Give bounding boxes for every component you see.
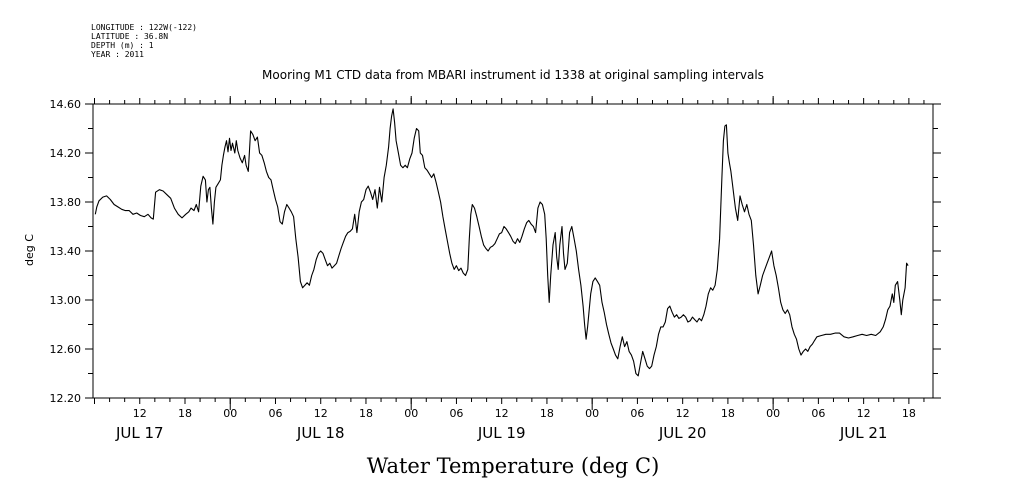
x-tick-label: 18 <box>902 407 916 420</box>
y-tick-label: 12.20 <box>50 392 82 405</box>
longitude-label: LONGITUDE : 122W(-122) <box>91 23 197 32</box>
x-tick-label: 12 <box>857 407 871 420</box>
x-tick-label: 18 <box>721 407 735 420</box>
y-tick-label: 13.80 <box>50 196 82 209</box>
x-tick-label: 12 <box>314 407 328 420</box>
x-day-label: JUL 18 <box>296 424 345 442</box>
latitude-label: LATITUDE : 36.8N <box>91 32 169 41</box>
x-tick-label: 06 <box>630 407 644 420</box>
x-tick-label: 12 <box>495 407 509 420</box>
x-tick-label: 18 <box>178 407 192 420</box>
temperature-series-line <box>94 108 909 377</box>
y-tick-label: 14.60 <box>50 98 82 111</box>
x-tick-label: 00 <box>223 407 237 420</box>
x-tick-label: 12 <box>676 407 690 420</box>
depth-label: DEPTH (m) : 1 <box>91 41 154 50</box>
x-tick-label: 18 <box>540 407 554 420</box>
x-tick-label: 06 <box>811 407 825 420</box>
x-tick-label: 12 <box>133 407 147 420</box>
y-tick-label: 12.60 <box>50 343 82 356</box>
x-day-label: JUL 21 <box>839 424 888 442</box>
y-tick-label: 13.40 <box>50 245 82 258</box>
y-axis-label: deg C <box>23 234 36 266</box>
y-tick-label: 14.20 <box>50 147 82 160</box>
bottom-label: Water Temperature (deg C) <box>366 454 660 478</box>
x-tick-label: 00 <box>404 407 418 420</box>
x-day-label: JUL 20 <box>658 424 707 442</box>
x-tick-label: 00 <box>766 407 780 420</box>
plot-frame <box>92 103 934 399</box>
x-day-label: JUL 19 <box>477 424 526 442</box>
x-tick-label: 06 <box>449 407 463 420</box>
x-tick-label: 00 <box>585 407 599 420</box>
y-tick-label: 13.00 <box>50 294 82 307</box>
x-tick-label: 06 <box>268 407 282 420</box>
year-label: YEAR : 2011 <box>91 50 144 59</box>
x-day-label: JUL 17 <box>115 424 164 442</box>
x-tick-label: 18 <box>359 407 373 420</box>
chart-title: Mooring M1 CTD data from MBARI instrumen… <box>262 68 764 82</box>
